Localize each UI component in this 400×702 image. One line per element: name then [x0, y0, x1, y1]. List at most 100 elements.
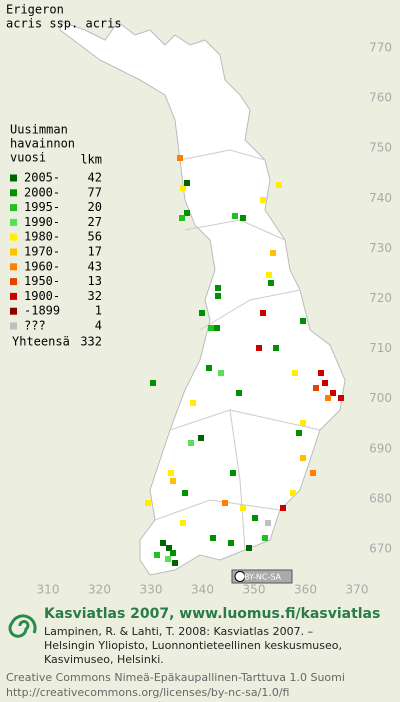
observation-square: [208, 325, 214, 331]
observation-square: [215, 285, 221, 291]
observation-square: [184, 180, 190, 186]
y-tick-label: 710: [369, 341, 392, 355]
observation-square: [236, 390, 242, 396]
observation-square: [222, 500, 228, 506]
y-tick-label: 750: [369, 141, 392, 155]
legend-label: 1900-: [24, 289, 60, 303]
observation-square: [198, 435, 204, 441]
observation-square: [154, 552, 160, 558]
y-tick-label: 680: [369, 491, 392, 505]
legend-label: 1995-: [24, 200, 60, 214]
observation-square: [230, 470, 236, 476]
legend-swatch: [10, 307, 17, 315]
observation-squares: [145, 155, 344, 566]
observation-square: [240, 505, 246, 511]
legend-count: 13: [88, 274, 102, 288]
legend-count-header: lkm: [80, 153, 102, 167]
x-tick-label: 350: [243, 583, 266, 597]
observation-square: [206, 365, 212, 371]
observation-square: [262, 535, 268, 541]
license-line: Creative Commons Nimeä-Epäkaupallinen-Ta…: [6, 671, 345, 684]
legend-count: 43: [88, 259, 102, 273]
legend-count: 32: [88, 289, 102, 303]
observation-square: [232, 213, 238, 219]
x-tick-label: 370: [346, 583, 369, 597]
legend-swatch: [10, 263, 17, 271]
y-tick-label: 670: [369, 542, 392, 556]
legend-total-label: Yhteensä: [12, 335, 70, 349]
observation-square: [180, 520, 186, 526]
y-tick-label: 720: [369, 291, 392, 305]
finland-outline: [59, 21, 346, 576]
observation-square: [215, 293, 221, 299]
legend-label: 2000-: [24, 185, 60, 199]
observation-square: [265, 520, 271, 526]
legend-label: ???: [24, 319, 46, 333]
observation-square: [296, 430, 302, 436]
x-tick-label: 320: [88, 583, 111, 597]
legend-total: 332: [80, 335, 102, 349]
observation-square: [270, 250, 276, 256]
observation-square: [165, 556, 171, 562]
observation-square: [252, 515, 258, 521]
observation-square: [300, 455, 306, 461]
legend-label: 2005-: [24, 171, 60, 185]
observation-square: [246, 545, 252, 551]
legend-header: havainnon: [10, 137, 75, 151]
legend-count: 20: [88, 200, 102, 214]
observation-square: [310, 470, 316, 476]
legend-swatch: [10, 174, 17, 182]
x-tick-label: 330: [140, 583, 163, 597]
observation-square: [184, 210, 190, 216]
observation-square: [300, 318, 306, 324]
observation-square: [177, 155, 183, 161]
license-badge: BY-NC-SA: [231, 569, 293, 584]
observation-square: [300, 420, 306, 426]
observation-square: [266, 272, 272, 278]
y-tick-label: 770: [369, 41, 392, 55]
observation-square: [168, 470, 174, 476]
legend-header: vuosi: [10, 151, 46, 165]
legend-count: 42: [88, 171, 102, 185]
legend-swatch: [10, 218, 17, 226]
observation-square: [170, 550, 176, 556]
x-tick-label: 310: [37, 583, 60, 597]
observation-square: [268, 280, 274, 286]
legend-count: 1: [95, 304, 102, 318]
observation-square: [166, 545, 172, 551]
observation-square: [179, 215, 185, 221]
legend-swatch: [10, 189, 17, 197]
observation-square: [260, 310, 266, 316]
observation-square: [318, 370, 324, 376]
legend-label: 1980-: [24, 230, 60, 244]
title: Erigeron: [6, 3, 64, 17]
legend-swatch: [10, 292, 17, 300]
observation-square: [292, 370, 298, 376]
legend-swatch: [10, 204, 17, 212]
observation-square: [228, 540, 234, 546]
logo: [8, 614, 37, 638]
legend-label: 1990-: [24, 215, 60, 229]
observation-square: [338, 395, 344, 401]
observation-square: [172, 560, 178, 566]
y-tick-label: 700: [369, 391, 392, 405]
region-borders: [154, 149, 321, 551]
observation-square: [313, 385, 319, 391]
license-line: http://creativecommons.org/licenses/by-n…: [6, 686, 289, 699]
observation-square: [276, 182, 282, 188]
observation-square: [182, 490, 188, 496]
legend-header: Uusimman: [10, 123, 68, 137]
legend-label: 1950-: [24, 274, 60, 288]
observation-square: [218, 370, 224, 376]
observation-square: [260, 197, 266, 203]
observation-square: [273, 345, 279, 351]
legend-count: 56: [88, 230, 102, 244]
observation-square: [190, 400, 196, 406]
legend-label: 1960-: [24, 259, 60, 273]
badge-text: BY-NC-SA: [244, 573, 282, 582]
legend-count: 4: [95, 319, 102, 333]
observation-square: [180, 185, 186, 191]
footer-heading: Kasviatlas 2007, www.luomus.fi/kasviatla…: [44, 606, 380, 622]
observation-square: [330, 390, 336, 396]
